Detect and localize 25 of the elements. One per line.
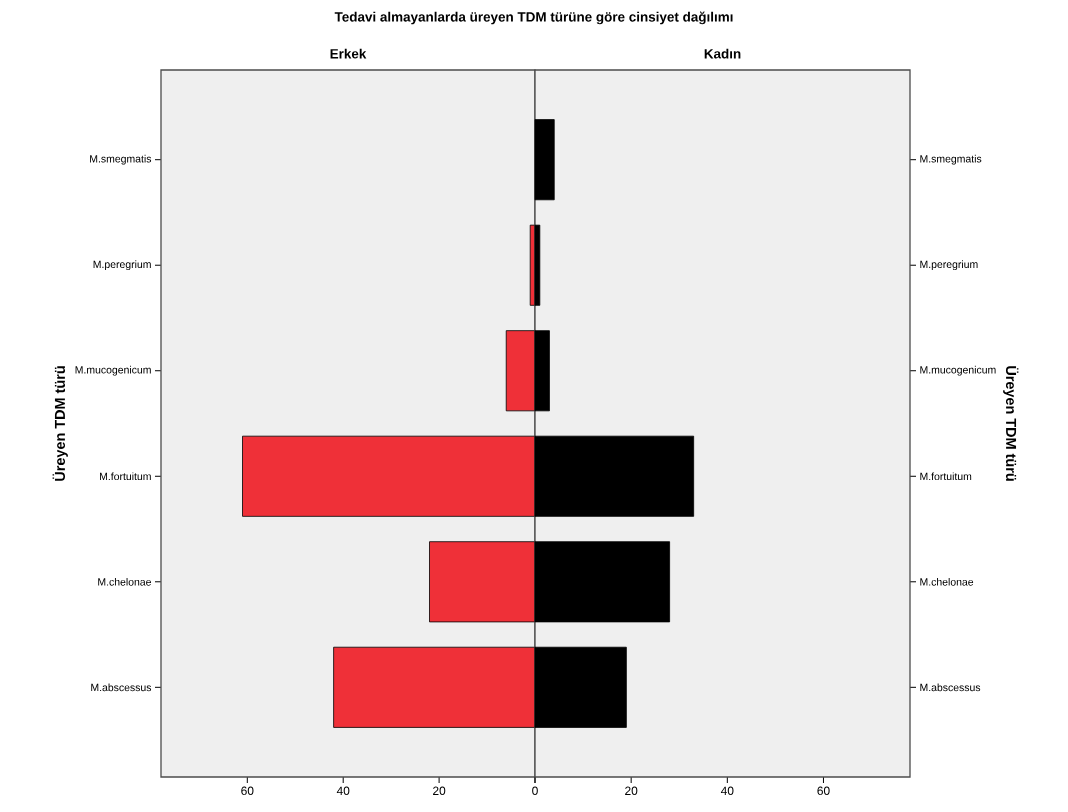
y-tick-label: M.fortuitum xyxy=(100,472,151,481)
chart-title: Tedavi almayanlarda üreyen TDM türüne göre cinsiyet dağılımı xyxy=(334,11,733,25)
x-tick-label: 20 xyxy=(433,786,446,795)
y-tick-label: M.smegmatis xyxy=(90,154,152,165)
chart-subtitle: Erkek xyxy=(330,48,367,59)
x-tick-label: 40 xyxy=(336,786,350,795)
y-tick-label: M.chelonae xyxy=(920,577,974,586)
x-tick-label: 40 xyxy=(720,786,734,795)
x-tick-label: 60 xyxy=(241,786,254,795)
y-axis-title: Üreyen TDM türü xyxy=(52,366,68,481)
y-tick-label: M.peregrium xyxy=(93,260,151,271)
x-tick-label: 60 xyxy=(817,786,830,795)
y-tick-label: M.smegmatis xyxy=(920,154,982,165)
y-tick-label: M.fortuitum xyxy=(920,472,972,481)
x-tick-label: 0 xyxy=(532,786,538,795)
y-tick-label: M.peregrium xyxy=(920,260,978,271)
y-tick-label: M.abscessus xyxy=(920,683,981,692)
x-tick-label: 20 xyxy=(625,786,638,795)
y-tick-label: M.mucogenicum xyxy=(920,365,996,376)
bar xyxy=(534,119,555,201)
y-tick-label: M.abscessus xyxy=(91,683,152,692)
y-tick-label: M.chelonae xyxy=(98,577,151,586)
y-tick-label: M.mucogenicum xyxy=(75,365,151,376)
y-axis-title: Üreyen TDM türü xyxy=(1003,366,1019,481)
chart-subtitle: Kadın xyxy=(704,48,741,59)
